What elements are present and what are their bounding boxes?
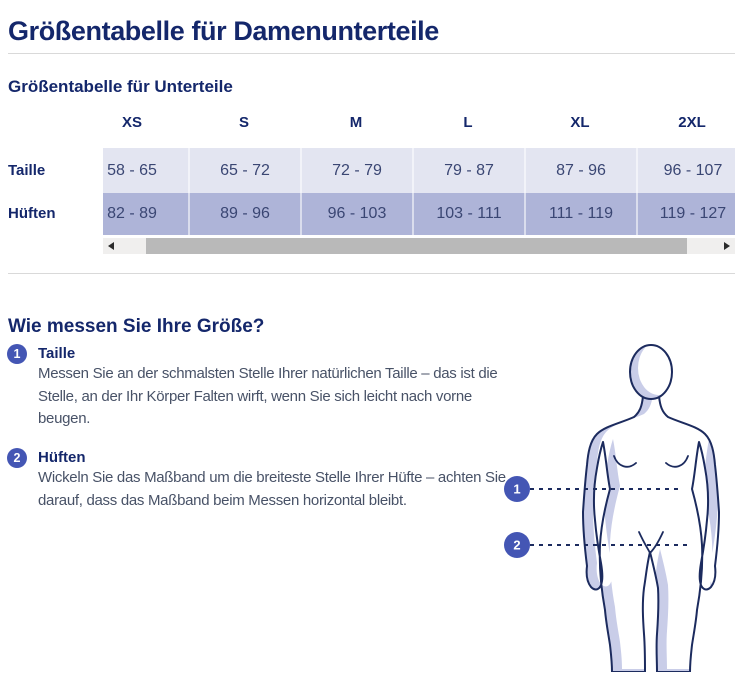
hueften-cell-xs: 82 - 89 [107,205,157,222]
taille-cell-xs: 58 - 65 [107,162,157,179]
divider-top [8,53,735,54]
step-1-badge: 1 [7,344,27,364]
step-1-label: Taille [38,345,76,362]
divider-middle [8,273,735,274]
taille-cell-l: 79 - 87 [412,148,524,193]
figure-marker-1-number: 1 [513,482,520,497]
table-section-heading: Größentabelle für Unterteile [8,77,233,97]
size-table-header-row: XS S M L XL 2XL [103,108,735,148]
size-header-2xl: 2XL [678,114,706,131]
step-1-text: Messen Sie an der schmalsten Stelle Ihre… [38,365,498,427]
figure-marker-2-number: 2 [513,538,520,553]
step-2-text: Wickeln Sie das Maßband um die breiteste… [38,469,506,509]
size-header-xs: XS [121,114,142,131]
size-header-xl: XL [570,114,590,131]
taille-cell-m: 72 - 79 [300,148,412,193]
scrollbar-thumb[interactable] [146,238,687,254]
taille-cell-xl: 87 - 96 [524,148,636,193]
taille-cell-2xl: 96 - 107 [636,148,735,193]
figure-marker-2-circle [504,532,530,558]
hueften-cell-m: 96 - 103 [300,193,412,235]
hueften-cell-s: 89 - 96 [188,193,300,235]
howto-heading: Wie messen Sie Ihre Größe? [8,315,265,337]
taille-cell-s: 65 - 72 [188,148,300,193]
scroll-left-icon [108,242,114,250]
scroll-left-button[interactable] [103,238,119,254]
body-silhouette-illustration: 1 2 [504,344,720,673]
size-header-m: M [349,114,363,131]
page-title: Größentabelle für Damenunterteile [8,16,439,47]
breast-contour-lines [613,455,689,468]
row-label-hueften: Hüften [8,205,56,222]
size-table-content: XS S M L XL 2XL 58 - 65 65 - 72 72 - 79 … [103,108,735,235]
hueften-cell-xl: 111 - 119 [524,193,636,235]
hueften-cell-2xl: 119 - 127 [636,193,735,235]
size-table[interactable]: XS S M L XL 2XL 58 - 65 65 - 72 72 - 79 … [103,108,735,235]
table-row-hueften: 82 - 89 89 - 96 96 - 103 103 - 111 111 -… [103,193,735,235]
measurement-figure: 1 2 [493,332,743,673]
row-label-taille: Taille [8,162,46,179]
step-2-badge: 2 [7,448,27,468]
figure-marker-1-circle [504,476,530,502]
scroll-right-icon [724,242,730,250]
table-row-taille: 58 - 65 65 - 72 72 - 79 79 - 87 87 - 96 … [103,148,735,193]
head-shape [629,344,673,400]
scroll-right-button[interactable] [719,238,735,254]
size-header-l: L [463,114,473,131]
body-shape [582,395,720,673]
hueften-cell-l: 103 - 111 [412,193,524,235]
table-horizontal-scrollbar[interactable] [103,238,735,254]
size-header-s: S [238,114,249,131]
step-2-label: Hüften [38,449,86,466]
